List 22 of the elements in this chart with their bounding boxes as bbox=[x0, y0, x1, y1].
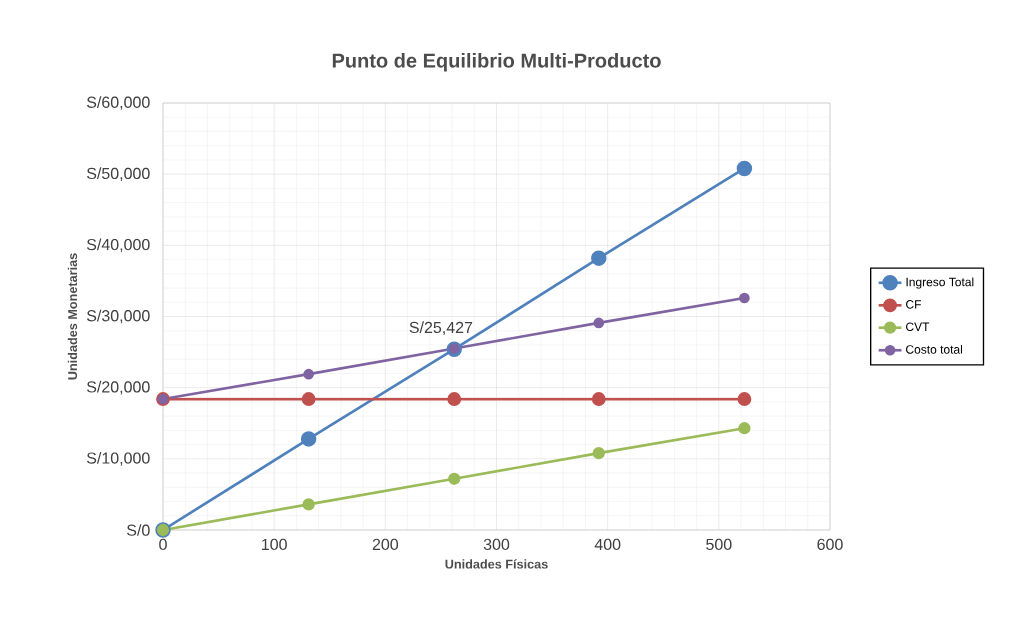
x-tick-label: 400 bbox=[594, 538, 621, 551]
x-tick-label: 300 bbox=[483, 538, 510, 551]
annotation: S/25,427 bbox=[409, 321, 473, 336]
y-tick-label: S/40,000 bbox=[86, 238, 150, 253]
y-axis-title: Unidades Monetarias bbox=[67, 253, 78, 380]
y-tick-label: S/60,000 bbox=[86, 96, 150, 110]
x-tick-label: 100 bbox=[262, 538, 287, 551]
chart-title: Punto de Equilibrio Multi-Producto bbox=[332, 52, 661, 72]
y-tick-label: S/20,000 bbox=[86, 380, 150, 395]
x-tick-label: 500 bbox=[706, 538, 732, 551]
y-tick-label: S/0 bbox=[127, 524, 150, 536]
legend-label: CVT bbox=[906, 322, 930, 332]
x-tick-label: 0 bbox=[159, 538, 167, 551]
y-tick-label: S/50,000 bbox=[86, 167, 150, 181]
legend-label: Costo total bbox=[906, 344, 962, 354]
x-axis-title: Unidades Físicas bbox=[445, 559, 548, 569]
legend-label: CF bbox=[906, 300, 921, 309]
y-tick-label: S/30,000 bbox=[86, 309, 150, 324]
x-tick-label: 200 bbox=[372, 538, 399, 551]
x-tick-label: 600 bbox=[817, 538, 843, 551]
y-tick-label: S/10,000 bbox=[86, 452, 150, 466]
legend-label: Ingreso Total bbox=[906, 277, 974, 289]
